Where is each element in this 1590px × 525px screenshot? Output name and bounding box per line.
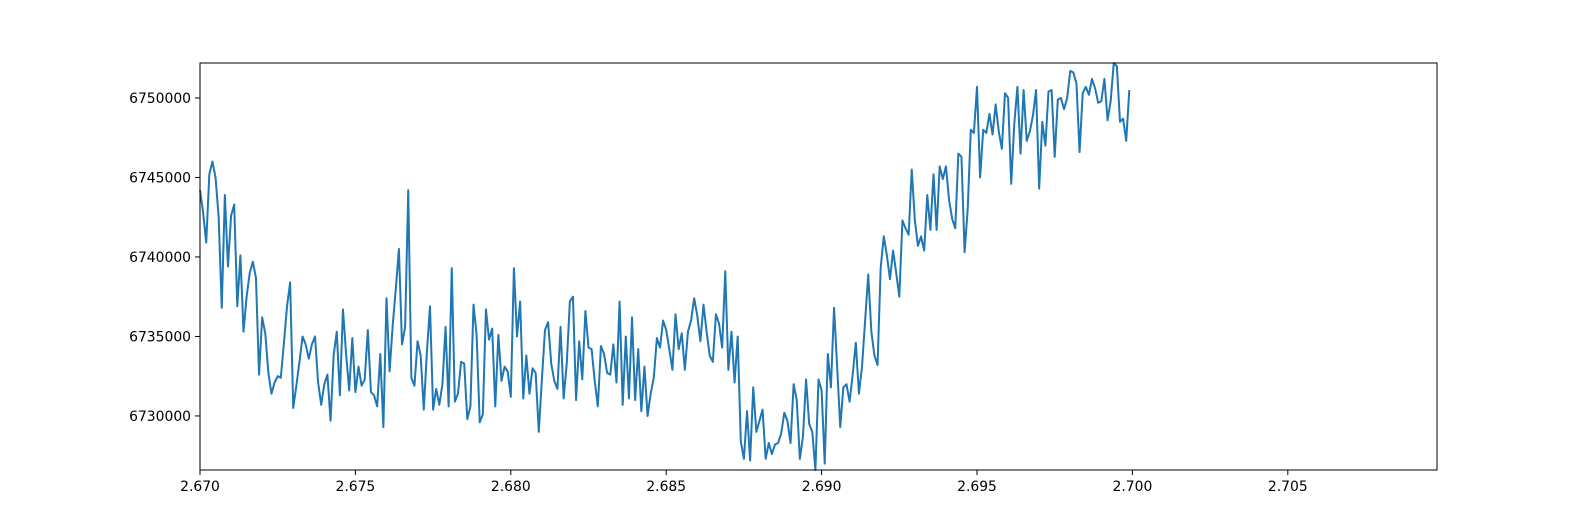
- y-tick-label: 6750000: [129, 91, 191, 107]
- x-tick-label: 2.680: [491, 479, 531, 495]
- x-tick-label: 2.700: [1113, 479, 1153, 495]
- y-tick-label: 6730000: [129, 409, 191, 425]
- series-layer: [199, 62, 1131, 471]
- y-tick-label: 6735000: [129, 329, 191, 345]
- x-axis: 2.670 2.675 2.680 2.685 2.690 2.695 2.700 2.705: [180, 470, 1308, 495]
- y-tick-label: 6740000: [129, 250, 191, 266]
- x-tick-label: 2.670: [180, 479, 220, 495]
- x-tick-label: 2.685: [646, 479, 686, 495]
- x-tick-label: 2.705: [1268, 479, 1308, 495]
- series-line-0: [199, 62, 1131, 471]
- x-tick-label: 2.695: [957, 479, 997, 495]
- y-tick-label: 6745000: [129, 170, 191, 186]
- y-axis: 6730000 6735000 6740000 6745000 6750000: [129, 91, 200, 425]
- plot-frame: [199, 62, 1438, 471]
- x-tick-label: 2.690: [802, 479, 842, 495]
- plot-background: [200, 63, 1437, 470]
- x-tick-label: 2.675: [336, 479, 376, 495]
